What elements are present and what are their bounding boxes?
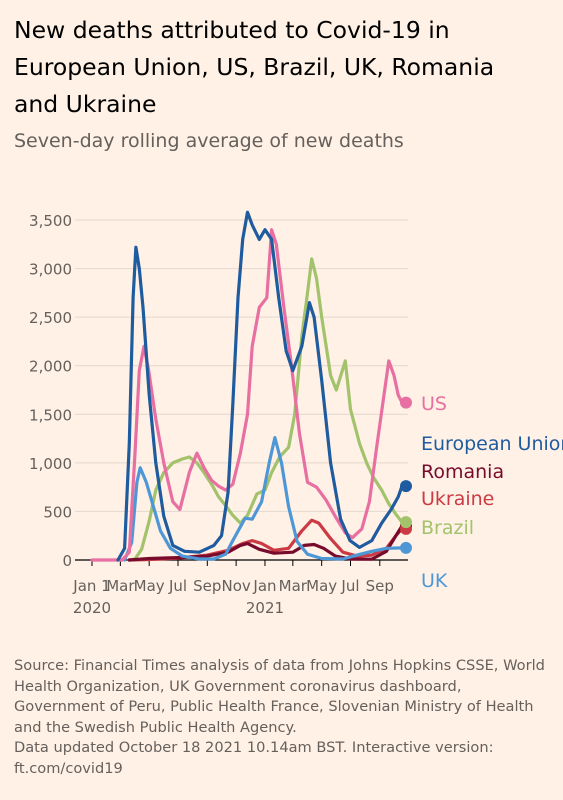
y-tick-label: 1,500	[29, 406, 72, 424]
end-dot-brazil	[400, 516, 412, 529]
series-layer	[90, 210, 404, 562]
end-dot-european-union	[400, 480, 412, 493]
series-line-brazil	[127, 257, 404, 562]
y-tick-label: 2,000	[29, 358, 72, 376]
series-label-european-union: European Union	[421, 433, 563, 455]
x-year-label: 2020	[73, 599, 111, 617]
y-tick-label: 0	[62, 552, 72, 570]
x-tick-label: Mar	[279, 577, 308, 595]
y-tick-label: 500	[43, 503, 72, 521]
y-tick-label: 3,500	[29, 212, 72, 230]
x-tick-label: Nov	[221, 577, 250, 595]
series-label-us: US	[421, 393, 447, 415]
x-tick-label: Mar	[106, 577, 135, 595]
end-dots-layer	[400, 396, 412, 554]
y-tick-label: 2,500	[29, 309, 72, 327]
series-label-ukraine: Ukraine	[421, 488, 494, 510]
series-line-us	[90, 228, 404, 562]
x-tick-label: Jul	[340, 577, 359, 595]
chart-subtitle: Seven-day rolling average of new deaths	[14, 130, 404, 152]
x-tick-label: May	[134, 577, 165, 595]
x-tick-label: Jan 1	[72, 577, 110, 595]
series-label-brazil: Brazil	[421, 517, 474, 539]
series-line-uk	[123, 436, 404, 562]
series-line-romania	[127, 524, 404, 562]
updated-text: Data updated October 18 2021 10.14am BST…	[14, 739, 494, 777]
x-tick-label: Jul	[168, 577, 187, 595]
source-text: Source: Financial Times analysis of data…	[14, 657, 545, 736]
x-tick-label: Sep	[193, 577, 221, 595]
line-chart: 0 500 1,000 1,500 2,000 2,500 3,000 3,500 Jan 1 2…	[29, 210, 563, 617]
series-labels-layer: US European Union Romania Ukraine Brazil UK	[421, 393, 563, 592]
x-year-label: 2021	[246, 599, 284, 617]
x-tick-label: Sep	[366, 577, 394, 595]
end-dot-us	[400, 396, 412, 409]
x-tick-label: May	[306, 577, 337, 595]
x-tick-label: Jan	[252, 577, 276, 595]
series-line-european-union	[116, 210, 404, 562]
source-note: Source: Financial Times analysis of data…	[14, 656, 554, 779]
grid-layer: 0 500 1,000 1,500 2,000 2,500 3,000 3,500 Jan 1 2…	[29, 212, 408, 617]
y-tick-label: 1,000	[29, 455, 72, 473]
chart-title: New deaths attributed to Covid-19 in Eur…	[14, 16, 495, 118]
end-dot-uk	[400, 541, 412, 554]
y-tick-label: 3,000	[29, 261, 72, 279]
series-label-uk: UK	[421, 570, 448, 592]
series-label-romania: Romania	[421, 461, 504, 483]
